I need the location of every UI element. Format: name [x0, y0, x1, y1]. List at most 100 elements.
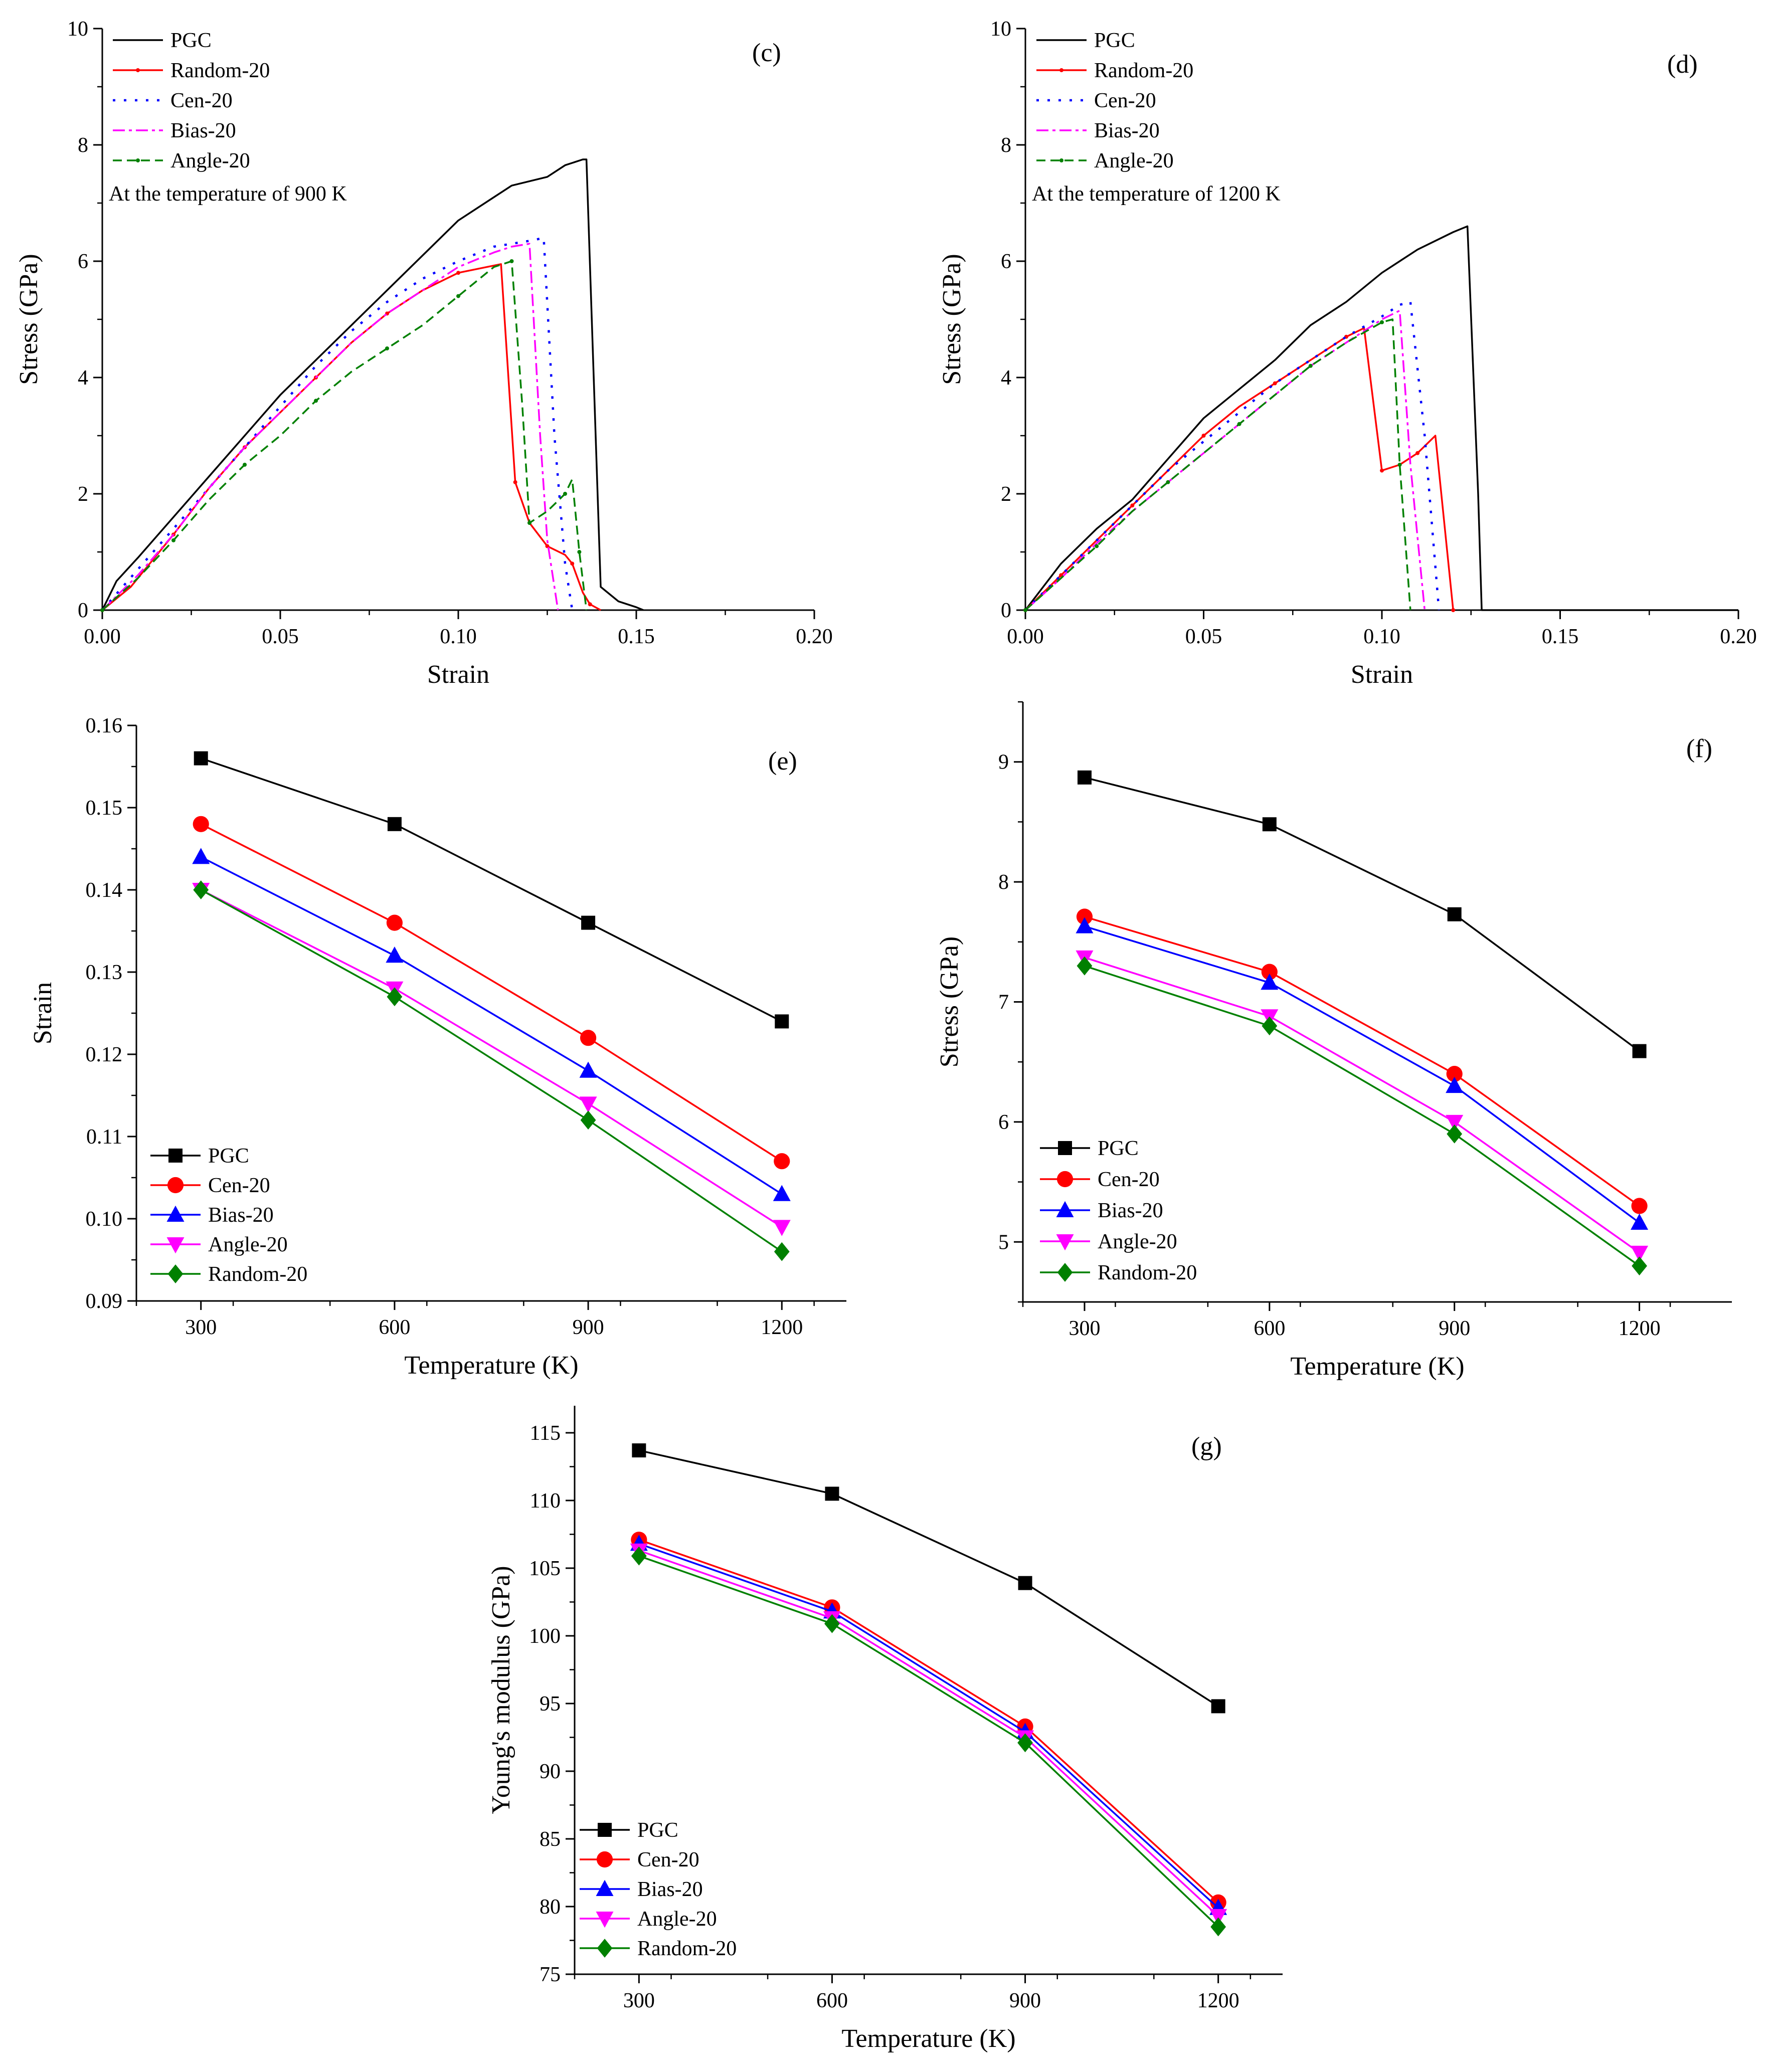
- data-point: [580, 1110, 596, 1130]
- legend-label: Bias-20: [637, 1878, 703, 1901]
- legend-label: Angle-20: [1094, 149, 1174, 172]
- legend-marker: [166, 1237, 185, 1254]
- data-point: [1273, 381, 1277, 386]
- data-point: [100, 608, 104, 612]
- series-line: [101, 263, 601, 611]
- data-point: [456, 271, 460, 275]
- legend-marker: [166, 1205, 185, 1222]
- data-point: [1076, 908, 1093, 925]
- x-tick-label: 0.05: [1185, 625, 1222, 648]
- data-point: [579, 1096, 597, 1113]
- data-point: [1261, 973, 1279, 990]
- data-point: [1130, 503, 1135, 508]
- data-point: [194, 751, 208, 766]
- data-point: [579, 1061, 597, 1078]
- data-point: [513, 480, 517, 484]
- data-point: [1380, 468, 1384, 473]
- y-tick-label: 8: [78, 134, 88, 157]
- data-point: [581, 915, 596, 930]
- legend-label: PGC: [208, 1145, 249, 1168]
- series-pgc: [194, 751, 789, 1029]
- legend-marker: [1057, 1263, 1073, 1282]
- x-axis-label: Temperature (K): [404, 1351, 578, 1380]
- data-point: [1631, 1245, 1649, 1262]
- series-pgc: [1077, 770, 1647, 1058]
- x-tick-label: 300: [623, 1989, 655, 2012]
- data-point: [1017, 1733, 1033, 1753]
- series-angle-20: [630, 1543, 1227, 1926]
- series-line: [1084, 965, 1640, 1267]
- series-pgc: [101, 158, 644, 611]
- x-tick-label: 1200: [761, 1316, 803, 1339]
- legend-label: Cen-20: [1098, 1168, 1160, 1191]
- y-tick-label: 110: [530, 1489, 561, 1513]
- data-point: [314, 399, 318, 403]
- x-tick-label: 0.15: [1542, 625, 1579, 648]
- series-cen-20: [631, 1532, 1226, 1911]
- y-axis-label: Young's modulus (GPa): [487, 1566, 515, 1814]
- series-pgc: [1024, 225, 1738, 611]
- legend-marker: [1056, 1171, 1074, 1188]
- series-bias-20: [630, 1535, 1227, 1915]
- y-tick-label: 4: [1001, 366, 1011, 390]
- series-line: [200, 889, 783, 1228]
- series-angle-20: [100, 259, 588, 612]
- y-tick-label: 6: [78, 250, 88, 273]
- series-bias-20: [1076, 917, 1649, 1230]
- y-tick-label: 0: [78, 599, 88, 622]
- legend-marker: [598, 1823, 612, 1837]
- data-point: [193, 816, 209, 832]
- x-tick-label: 600: [379, 1316, 410, 1339]
- legend-marker: [1056, 1234, 1074, 1251]
- data-point: [773, 1185, 791, 1201]
- y-tick-label: 0.13: [86, 961, 123, 984]
- data-point: [774, 1242, 790, 1261]
- x-tick-label: 0.10: [440, 625, 477, 648]
- legend-marker: [596, 1912, 614, 1928]
- data-point: [580, 1030, 597, 1046]
- y-tick-label: 6: [1001, 250, 1011, 273]
- data-point: [1446, 1076, 1464, 1093]
- y-tick-label: 0.11: [86, 1125, 122, 1149]
- x-tick-label: 300: [185, 1316, 217, 1339]
- x-tick-label: 0.00: [84, 625, 121, 648]
- data-point: [631, 1546, 647, 1566]
- y-tick-label: 0.15: [86, 797, 123, 820]
- legend-label: Cen-20: [637, 1848, 699, 1871]
- y-tick-label: 85: [540, 1828, 561, 1851]
- series-line: [1024, 327, 1454, 611]
- y-tick-label: 90: [540, 1760, 561, 1783]
- data-point: [824, 1614, 840, 1633]
- x-tick-label: 600: [816, 1989, 848, 2012]
- y-tick-label: 8: [998, 871, 1009, 894]
- y-tick-label: 80: [540, 1896, 561, 1919]
- series-random-20: [1077, 956, 1647, 1276]
- y-tick-label: 0.14: [86, 879, 123, 902]
- data-point: [570, 561, 575, 566]
- x-tick-label: 0.10: [1363, 625, 1400, 648]
- data-point: [1447, 1124, 1463, 1144]
- data-point: [1632, 1044, 1647, 1058]
- series-line: [1084, 915, 1640, 1207]
- y-tick-label: 2: [1001, 483, 1011, 506]
- panel-label: (e): [768, 747, 797, 776]
- legend-marker: [596, 1879, 614, 1896]
- legend-label: Angle-20: [170, 149, 250, 172]
- y-tick-label: 10: [67, 18, 88, 41]
- data-point: [1077, 770, 1092, 785]
- series-line: [1084, 925, 1640, 1224]
- panel-label: (g): [1191, 1432, 1222, 1461]
- panel-label: (f): [1686, 734, 1712, 763]
- legend-label: Random-20: [170, 59, 270, 82]
- series-bias-20: [101, 243, 559, 611]
- x-tick-label: 1200: [1197, 1989, 1239, 2012]
- series-cen-20: [1076, 908, 1648, 1214]
- series-line: [1024, 318, 1411, 611]
- series-line: [200, 856, 783, 1195]
- data-point: [1446, 1066, 1463, 1082]
- legend-marker: [597, 1939, 613, 1958]
- y-tick-label: 4: [78, 366, 88, 390]
- y-tick-label: 10: [990, 18, 1011, 41]
- data-point: [1261, 964, 1278, 980]
